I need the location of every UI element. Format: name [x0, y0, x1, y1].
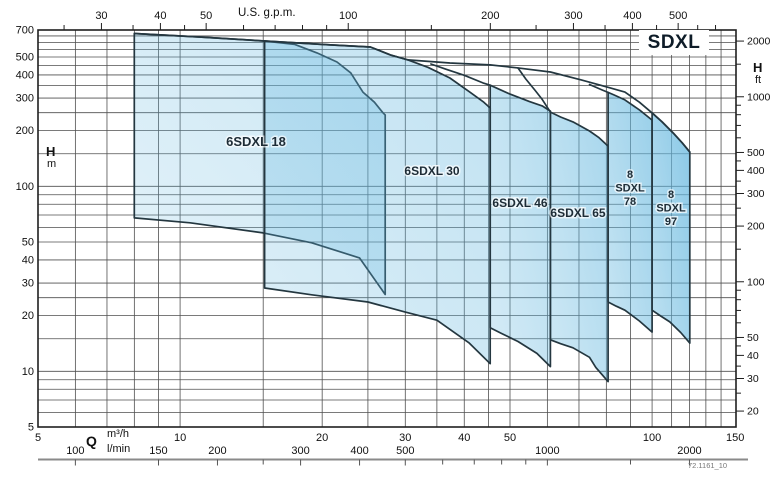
svg-text:100: 100 [66, 445, 84, 457]
region-label: 6SDXL 18 [226, 134, 286, 149]
svg-text:300: 300 [291, 445, 309, 457]
svg-text:150: 150 [726, 432, 744, 444]
plot-border [37, 29, 737, 428]
svg-text:40: 40 [747, 350, 759, 362]
axes: 30 40 50 100 200 300 400 500 700 500 400 300 200 100 5… [16, 10, 771, 466]
svg-text:20: 20 [747, 406, 759, 418]
svg-text:500: 500 [396, 445, 414, 457]
svg-text:200: 200 [208, 445, 226, 457]
svg-text:100: 100 [747, 276, 765, 288]
flow-axis-unit-lmin: l/min [107, 443, 131, 455]
svg-text:150: 150 [149, 445, 167, 457]
left-axis-label-h: H [46, 144, 56, 159]
region-label: SDXL [656, 203, 686, 215]
svg-text:100: 100 [643, 432, 661, 444]
svg-text:500: 500 [747, 147, 765, 159]
svg-text:2000: 2000 [747, 36, 771, 48]
svg-text:2000: 2000 [677, 445, 701, 457]
svg-text:1000: 1000 [747, 91, 771, 103]
svg-text:300: 300 [16, 93, 34, 105]
region-8-sdxl-78 [607, 91, 653, 333]
region-label: SDXL [615, 183, 645, 195]
curve-ext [517, 67, 552, 113]
svg-text:20: 20 [316, 432, 328, 444]
svg-text:400: 400 [623, 10, 641, 22]
region-6sdxl-65 [549, 111, 609, 383]
svg-text:20: 20 [22, 310, 34, 322]
region-label: 97 [665, 216, 677, 228]
svg-text:400: 400 [16, 69, 34, 81]
svg-text:40: 40 [22, 254, 34, 266]
svg-text:400: 400 [747, 165, 765, 177]
svg-text:5: 5 [35, 432, 41, 444]
region-label: 78 [624, 196, 636, 208]
svg-text:40: 40 [154, 10, 166, 22]
svg-text:30: 30 [22, 278, 34, 290]
region-label: 6SDXL 30 [404, 164, 459, 178]
max-performance-envelope [133, 32, 691, 153]
svg-text:100: 100 [339, 10, 357, 22]
svg-text:500: 500 [669, 10, 687, 22]
svg-text:300: 300 [747, 188, 765, 200]
right-axis-label-h: H [753, 60, 763, 75]
curve-ext [588, 83, 609, 94]
region-label: 6SDXL 65 [550, 206, 605, 220]
svg-text:30: 30 [399, 432, 411, 444]
pump-regions [133, 32, 691, 383]
svg-text:200: 200 [16, 125, 34, 137]
svg-text:30: 30 [747, 373, 759, 385]
svg-text:5: 5 [28, 422, 34, 434]
svg-text:100: 100 [16, 181, 34, 193]
svg-text:200: 200 [481, 10, 499, 22]
svg-text:400: 400 [350, 445, 368, 457]
svg-text:40: 40 [458, 432, 470, 444]
flow-axis-unit-m3h: m³/h [107, 428, 129, 440]
svg-text:10: 10 [174, 432, 186, 444]
drawing-code: 72.1161_10 [688, 461, 728, 470]
flow-axis-label-q: Q [86, 433, 97, 449]
chart-title: SDXL [639, 30, 709, 55]
svg-text:1000: 1000 [535, 445, 559, 457]
svg-text:50: 50 [747, 332, 759, 344]
region-6sdxl-46 [489, 84, 552, 368]
region-label: 8 [627, 169, 633, 181]
svg-text:300: 300 [564, 10, 582, 22]
svg-text:30: 30 [95, 10, 107, 22]
left-axis-unit-m: m [47, 158, 57, 170]
curve-ext [430, 63, 492, 87]
svg-text:50: 50 [22, 237, 34, 249]
top-axis-unit-usgpm: U.S. g.p.m. [238, 7, 296, 19]
svg-text:500: 500 [16, 52, 34, 64]
svg-text:200: 200 [747, 221, 765, 233]
region-label: 8 [668, 189, 674, 201]
region-label: 6SDXL 46 [492, 196, 547, 210]
svg-text:50: 50 [504, 432, 516, 444]
svg-text:50: 50 [200, 10, 212, 22]
svg-text:700: 700 [16, 24, 34, 36]
right-axis-unit-ft: ft [755, 74, 762, 86]
svg-text:10: 10 [22, 366, 34, 378]
